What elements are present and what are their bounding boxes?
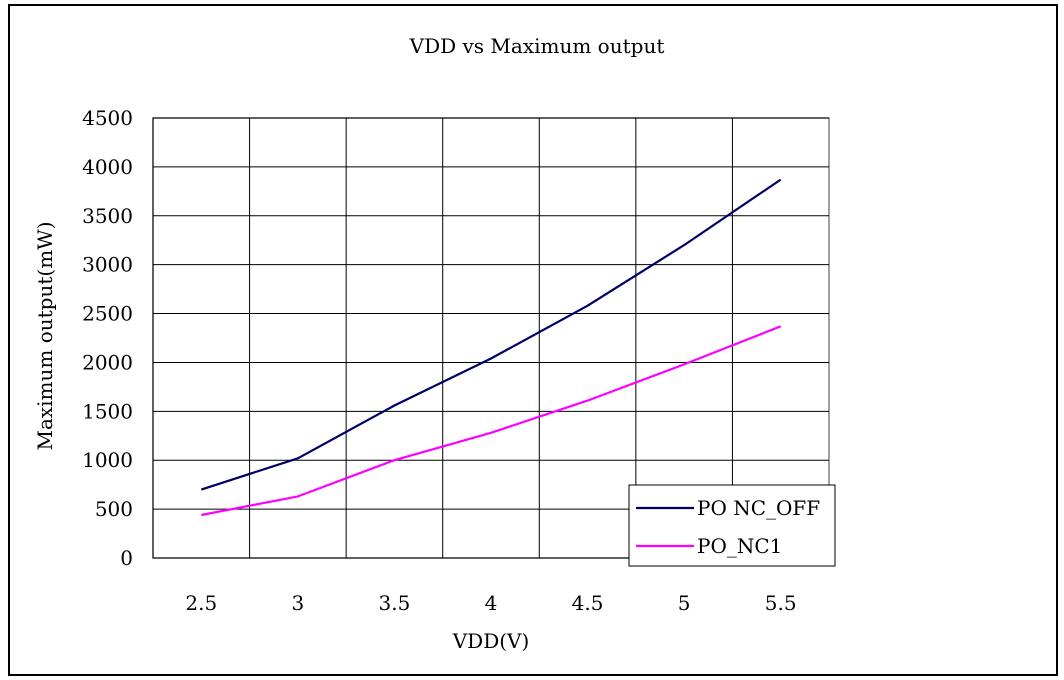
y-tick-label: 2500 [82, 302, 133, 326]
y-tick-label: 1000 [82, 448, 133, 472]
legend-label: PO_NC1 [697, 534, 782, 558]
y-tick-label: 3000 [82, 253, 133, 277]
x-tick-label: 5 [678, 591, 691, 615]
x-axis-label: VDD(V) [452, 629, 530, 653]
y-tick-label: 4500 [82, 106, 133, 130]
y-tick-label: 1500 [82, 399, 133, 423]
x-tick-label: 4 [485, 591, 498, 615]
chart-title: VDD vs Maximum output [409, 34, 665, 58]
y-axis-label: Maximum output(mW) [33, 221, 57, 450]
legend-box [628, 484, 836, 567]
x-tick-label: 2.5 [185, 591, 217, 615]
x-tick-label: 3.5 [379, 591, 411, 615]
x-tick-label: 5.5 [765, 591, 797, 615]
x-tick-label: 4.5 [572, 591, 604, 615]
y-tick-label: 3500 [82, 204, 133, 228]
legend: PO NC_OFF PO_NC1 [628, 484, 836, 567]
y-tick-label: 2000 [82, 350, 133, 374]
y-tick-label: 500 [95, 497, 133, 521]
y-tick-label: 4000 [82, 155, 133, 179]
x-tick-label: 3 [291, 591, 304, 615]
y-tick-label: 0 [120, 546, 133, 570]
legend-label: PO NC_OFF [697, 496, 820, 520]
